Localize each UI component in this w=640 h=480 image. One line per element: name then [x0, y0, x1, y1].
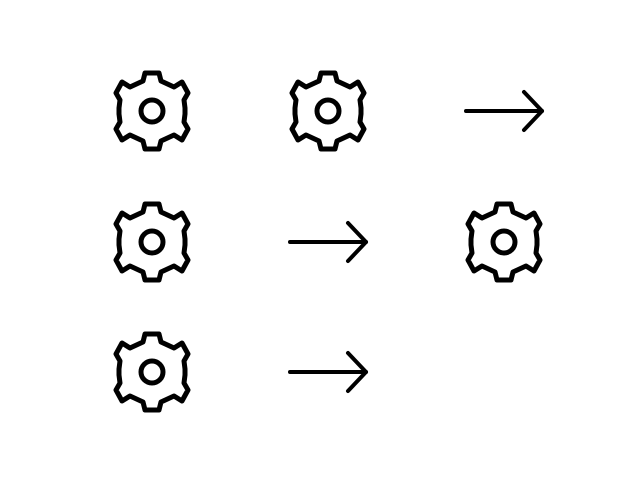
gear-icon [116, 204, 188, 280]
gear-icon [116, 334, 188, 410]
gear-icon [116, 73, 188, 149]
arrow-right-icon [464, 90, 544, 132]
gear-icon [292, 73, 364, 149]
gear-icon [468, 204, 540, 280]
arrow-right-icon [288, 351, 368, 393]
arrow-right-icon [288, 221, 368, 263]
